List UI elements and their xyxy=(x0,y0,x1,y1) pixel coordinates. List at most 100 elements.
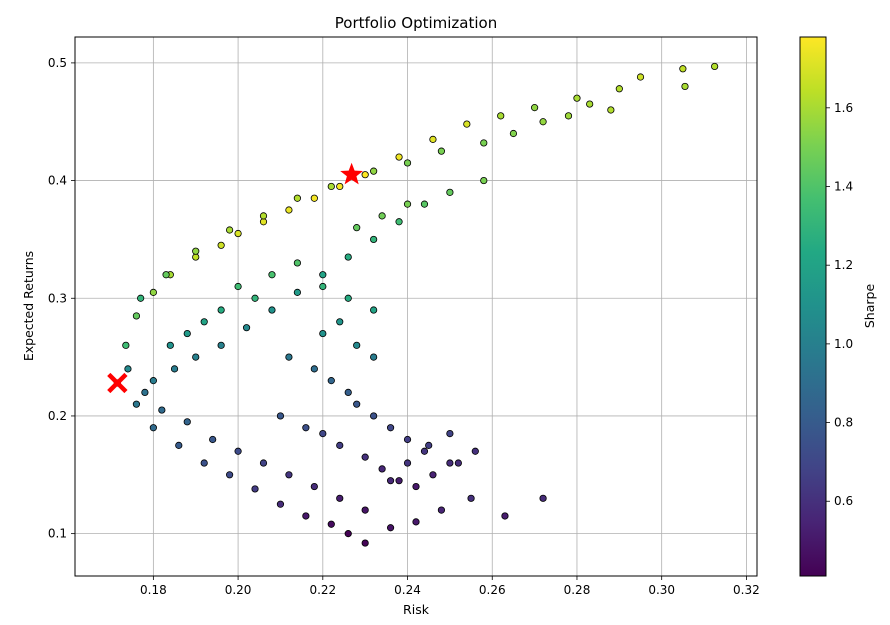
data-point xyxy=(446,188,454,196)
data-point xyxy=(327,520,335,528)
data-point xyxy=(370,167,378,175)
data-point xyxy=(276,412,285,420)
data-point xyxy=(361,539,369,547)
data-point xyxy=(209,435,217,444)
data-point xyxy=(234,447,242,455)
x-tick-label: 0.20 xyxy=(225,583,252,597)
data-point xyxy=(403,435,412,444)
x-tick-label: 0.22 xyxy=(309,583,336,597)
data-point xyxy=(234,229,242,238)
data-point xyxy=(132,312,141,320)
data-point xyxy=(183,418,191,426)
data-point xyxy=(446,459,454,467)
data-point xyxy=(268,306,276,314)
highlight-markers xyxy=(107,162,363,394)
data-point xyxy=(336,494,344,502)
data-point xyxy=(403,159,412,167)
data-point xyxy=(200,318,208,326)
colorbar-label: Sharpe xyxy=(862,284,877,329)
data-point xyxy=(344,253,352,261)
colorbar-tick-label: 1.6 xyxy=(834,101,853,115)
x-tick-label: 0.30 xyxy=(648,583,675,597)
y-tick-label: 0.4 xyxy=(48,174,67,188)
data-point xyxy=(319,282,327,291)
colorbar-tick-label: 1.2 xyxy=(834,258,853,272)
data-point xyxy=(124,365,132,373)
colorbar-tick-label: 0.6 xyxy=(834,494,853,508)
data-point xyxy=(386,524,395,532)
data-point xyxy=(162,271,170,279)
data-point xyxy=(509,129,518,138)
x-tick-label: 0.26 xyxy=(479,583,506,597)
data-point xyxy=(378,212,386,220)
x-tick-label: 0.28 xyxy=(564,583,591,597)
data-point xyxy=(454,459,462,467)
data-point xyxy=(234,282,242,291)
data-point xyxy=(370,353,378,361)
data-point xyxy=(573,94,581,102)
data-point xyxy=(268,271,276,279)
data-point xyxy=(471,447,479,455)
data-point xyxy=(242,324,251,332)
data-point xyxy=(361,506,369,514)
data-point xyxy=(467,494,475,502)
data-point xyxy=(122,341,130,349)
data-point xyxy=(344,294,352,302)
data-point xyxy=(336,441,344,449)
data-point xyxy=(137,294,145,302)
y-tick-label: 0.3 xyxy=(48,291,67,305)
data-point xyxy=(344,530,352,538)
data-point xyxy=(276,500,285,508)
data-point xyxy=(192,353,200,361)
scatter-points xyxy=(113,62,719,547)
data-point xyxy=(319,430,327,438)
data-point xyxy=(539,494,547,502)
data-point xyxy=(395,477,403,485)
data-point xyxy=(370,306,378,314)
x-tick-label: 0.32 xyxy=(733,583,760,597)
data-point xyxy=(158,406,166,414)
data-point xyxy=(293,194,301,202)
data-point xyxy=(353,341,361,349)
data-point xyxy=(386,424,395,432)
data-point xyxy=(226,471,234,479)
data-point xyxy=(681,82,689,91)
min-risk-x-marker xyxy=(107,372,128,394)
data-point xyxy=(429,471,437,479)
data-point xyxy=(420,200,429,208)
data-point xyxy=(711,62,719,71)
data-point xyxy=(412,482,420,491)
data-point xyxy=(175,441,183,449)
data-point xyxy=(259,212,268,220)
data-point xyxy=(420,447,429,455)
data-point xyxy=(607,106,615,114)
data-point xyxy=(429,135,437,143)
y-tick-label: 0.1 xyxy=(48,527,67,541)
data-point xyxy=(192,247,200,255)
data-point xyxy=(132,400,141,408)
data-point xyxy=(302,424,310,432)
data-point xyxy=(149,424,157,432)
data-point xyxy=(539,118,547,126)
data-point xyxy=(636,73,645,81)
colorbar-tick-label: 0.8 xyxy=(834,416,853,430)
x-tick-label: 0.18 xyxy=(140,583,167,597)
data-point xyxy=(344,388,352,397)
data-point xyxy=(586,100,594,108)
y-axis-ticks: 0.1 0.2 0.3 0.4 0.5 xyxy=(48,56,75,541)
data-point xyxy=(361,171,369,179)
data-point xyxy=(437,147,446,155)
data-point xyxy=(463,120,471,128)
data-point xyxy=(386,477,395,485)
grid xyxy=(75,37,757,576)
data-point xyxy=(480,176,488,185)
data-point xyxy=(480,139,488,147)
data-point xyxy=(501,512,509,520)
max-sharpe-star xyxy=(340,162,363,185)
data-point xyxy=(183,329,191,338)
data-point xyxy=(327,182,335,191)
data-point xyxy=(425,441,433,449)
data-point xyxy=(370,412,378,420)
data-point xyxy=(531,104,539,112)
